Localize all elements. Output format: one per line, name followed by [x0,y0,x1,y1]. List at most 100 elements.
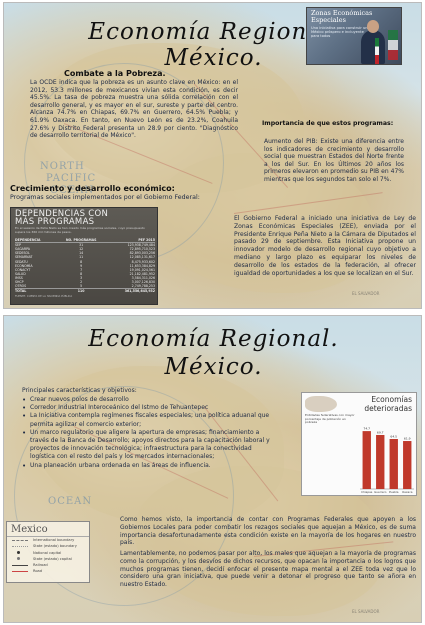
table-cell: 8 [80,271,83,276]
table-title-line1: DEPENDENCIAS CON [15,209,109,219]
table-row: SEMARNAT 11 12,085,131,617 [15,255,155,259]
table-row: SAGARPA 12 72,895,710,523 [15,247,155,251]
feature-item: La Iniciativa contempla regímenes fiscal… [22,412,270,428]
table-header: DEPENDENCIA [15,237,57,244]
page-one: NORTH PACIFIC OCEAN EL SALVADOR Economía… [3,2,422,309]
chart-svg: 74.7 Chiapas 69.7 Guerrero 64.5 Puebla 61.9 Oax… [360,427,414,494]
table-cell: 3,584,311,026 [131,275,155,280]
legend-symbol [12,571,28,573]
mexico-flag-icon [388,30,398,60]
table-row: SEDATU 8 8,475,933,602 [15,260,155,264]
table-cell: 19,091,024,561 [129,267,155,272]
table-cell: SEDESOL [15,251,30,256]
legend-rows: International boundary State (estado) bou… [7,537,89,575]
programs-heading: Importancia de que estos programas: [262,120,394,127]
table-cell: 8 [80,259,83,264]
table-cell: SAGARPA [15,247,30,252]
legend-title: Mexico [7,522,89,537]
table-cell: 7 [80,267,83,272]
legend-label: State (estado) boundary [33,544,77,549]
table-cell: 9 [80,263,83,268]
table-cell: 3 [80,275,83,280]
table-cell: 110 [56,288,106,294]
table-title: DEPENDENCIAS CON MÁS PROGRAMAS [11,208,157,227]
page-title: Economía Regional. [88,19,339,45]
table-cell: 11,653,384,829 [129,263,155,268]
map-legend: Mexico International boundary State (esta… [6,521,90,583]
table-row: CONACYT 7 19,091,024,561 [15,268,155,272]
table-cell: SHCP [15,280,24,285]
table-cell: 21,182,481,952 [129,271,155,276]
chart-title-line2: deterioradas [364,403,412,413]
legend-label: Road [33,569,43,574]
legend-item: National capital [7,550,89,556]
table-cell: 82,893,003,256 [129,251,155,256]
poverty-heading: Combate a la Pobreza. [64,69,166,78]
table-cell: 2 [80,280,83,285]
legend-symbol [17,551,20,555]
growth-heading: Crecimiento y desarrollo económico: [10,184,175,193]
table-row: SEDESOL 14 82,893,003,256 [15,251,155,255]
page-title: Economía Regional. [88,326,339,352]
feature-item: Un marco regulatorio que aligere la aper… [22,429,270,462]
table-body: SEP 31 123,938,749,484 SAGARPA 12 72,895,710,… [15,243,155,294]
president-head [367,20,379,33]
table-cell: OTROS [15,284,27,289]
chart-data-label: 69.7 [377,430,384,434]
table-cell: SEMARNAT [15,255,33,260]
legend-symbol [12,546,28,548]
chart-title-line1: Economías [371,395,412,404]
map-label-north: NORTH [40,161,85,172]
table-cell: 12,085,131,617 [129,255,155,260]
programs-table: DEPENDENCIA NO. PROGRAMAS PEF 2015 SEP 31… [15,237,155,294]
dependencias-table: DEPENDENCIAS CON MÁS PROGRAMAS En el sex… [10,207,158,305]
feature-item: Crear nuevos polos de desarrollo [22,396,270,404]
map-coastline [14,386,234,606]
chart-caption: Entidades federativas con mayor porcenta… [305,413,355,425]
legend-label: State (estado) capital [33,556,72,561]
table-cell: 8,475,933,602 [131,259,155,264]
table-footer: FUENTE: CUENTA DE LA HACIENDA PÚBLICA [15,295,73,299]
table-cell: 12 [79,247,84,252]
conclusion-paragraph-2: Lamentablemente, no podemos pasar por al… [120,550,416,589]
table-cell: SEP [15,243,21,248]
photo-title: Zonas Económicas Especiales [311,10,372,24]
map-label-ocean: OCEAN [50,185,95,196]
chart-bar [389,439,398,489]
legend-item: International boundary [7,537,89,543]
table-cell: CONACYT [15,267,31,272]
chart-data-label: 74.7 [363,427,370,431]
table-row: SEP 31 123,938,749,484 [15,243,155,248]
table-cell: 11 [79,255,84,260]
legend-label: Railroad [33,563,48,568]
zee-photo: Zonas Económicas Especiales Una iniciati… [306,7,402,65]
table-cell: ECONOMÍA [15,263,33,268]
zee-text: El Gobierno Federal a iniciado una inici… [234,215,416,277]
presidential-sash [375,38,379,64]
legend-item: State (estado) capital [7,556,89,562]
chart-data-label: 64.5 [390,435,397,439]
table-cell: TOTAL [15,288,57,294]
economias-chart: Economías deterioradas Entidades federat… [301,392,417,496]
table-description: En el sexenio de Peña Nieto se han cread… [15,226,145,234]
features-list: Crear nuevos polos de desarrolloCorredor… [22,396,270,470]
table-cell: 123,938,749,484 [127,243,155,248]
president-figure [361,30,385,64]
chart-bar [403,441,412,489]
table-row: SHCP 2 3,007,126,830 [15,280,155,284]
legend-symbol [17,557,20,561]
table-row: ECONOMÍA 9 11,653,384,829 [15,264,155,268]
table-cell: SEDATU [15,259,28,264]
table-cell: SALUD [15,271,26,276]
table-cell: 361,556,645,932 [105,288,155,294]
map-label-el-salvador: EL SALVADOR [352,291,380,296]
chart-category-label: Puebla [389,490,399,494]
photo-subtitle: Una iniciativa para construir un México … [311,26,368,39]
legend-symbol [12,540,28,541]
table-cell: 2,749,788,253 [131,284,155,289]
table-total-row: TOTAL 110 361,556,645,932 [15,288,155,294]
table-row: IMSS 3 3,584,311,026 [15,276,155,280]
map-label-el-salvador: EL SALVADOR [352,609,380,614]
table-row: SALUD 8 21,182,481,952 [15,272,155,276]
table-header-row: DEPENDENCIA NO. PROGRAMAS PEF 2015 [15,237,155,244]
